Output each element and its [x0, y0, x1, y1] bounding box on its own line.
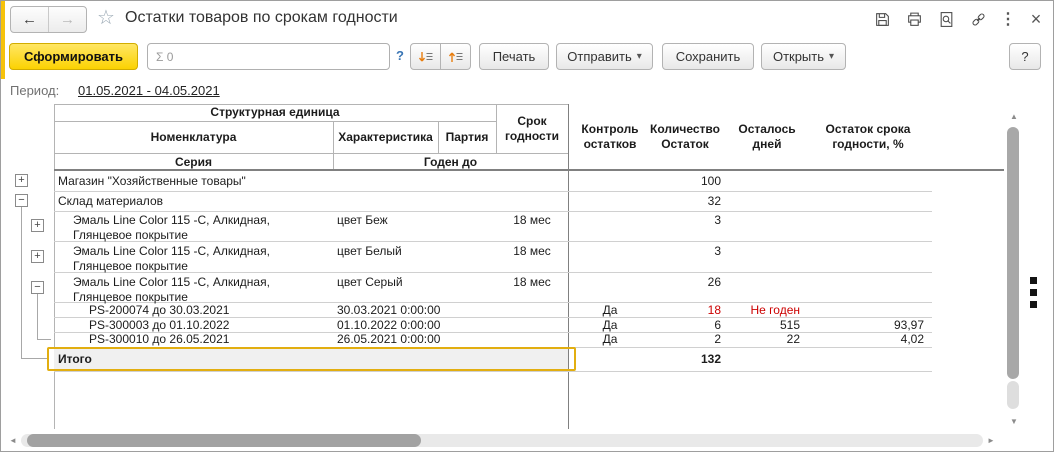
expand-icon[interactable]: + — [31, 250, 44, 263]
scroll-up-icon[interactable]: ▲ — [1010, 112, 1018, 121]
sum-help-link[interactable]: ? — [396, 48, 404, 63]
forward-arrow-icon: → — [60, 11, 75, 28]
collapse-icon[interactable]: − — [31, 281, 44, 294]
header-characteristic: Характеристика — [338, 129, 433, 144]
header-valid-until: Годен до — [423, 154, 478, 169]
series-cell[interactable]: PS-300010 до 26.05.2021 — [89, 332, 230, 346]
header-shelf-life-pct: Остаток срока годности, % — [825, 121, 911, 151]
close-icon[interactable]: × — [1030, 8, 1042, 29]
nomenclature-cell[interactable]: Эмаль Line Color 115 -С, Алкидная, Глянц… — [73, 213, 270, 242]
valid-until-cell[interactable]: 01.10.2022 0:00:00 — [337, 318, 441, 332]
selection-frame — [47, 347, 576, 371]
print-icon[interactable] — [901, 8, 927, 30]
total-quantity-cell[interactable]: 132 — [700, 352, 721, 366]
quantity-cell[interactable]: 26 — [707, 275, 721, 289]
link-icon[interactable] — [965, 8, 991, 30]
quantity-cell[interactable]: 100 — [700, 174, 721, 188]
stock-control-cell[interactable]: Да — [602, 318, 618, 332]
quantity-cell[interactable]: 32 — [707, 194, 721, 208]
expand-icon[interactable]: + — [15, 174, 28, 187]
total-cell-background — [54, 349, 568, 369]
scroll-down-icon[interactable]: ▼ — [1010, 417, 1018, 426]
header-nomenclature: Номенклатура — [150, 129, 237, 144]
back-button[interactable]: ← — [11, 7, 49, 32]
quantity-cell[interactable]: 2 — [714, 332, 721, 346]
days-left-cell[interactable]: Не годен — [750, 303, 801, 317]
header-structural-unit: Структурная единица — [210, 105, 340, 119]
days-left-cell[interactable]: 22 — [786, 332, 800, 346]
chevron-down-icon: ▾ — [829, 51, 835, 62]
vertical-scrollbar-thumb[interactable] — [1007, 127, 1019, 379]
valid-until-cell[interactable]: 26.05.2021 0:00:00 — [337, 332, 441, 346]
generate-button[interactable]: Сформировать — [9, 43, 138, 70]
forward-button[interactable]: → — [49, 7, 86, 32]
header-stock-control: Контроль остатков — [581, 121, 639, 151]
series-cell[interactable]: PS-300003 до 01.10.2022 — [89, 318, 230, 332]
valid-until-cell[interactable]: 30.03.2021 0:00:00 — [337, 303, 441, 317]
quantity-cell[interactable]: 3 — [714, 244, 721, 258]
period-value-link[interactable]: 01.05.2021 - 04.05.2021 — [78, 83, 220, 98]
chevron-down-icon: ▾ — [636, 51, 642, 62]
shelf-life-cell[interactable]: 18 мес — [513, 213, 551, 227]
preview-icon[interactable] — [933, 8, 959, 30]
shelf-life-pct-cell[interactable]: 93,97 — [893, 318, 924, 332]
open-button[interactable]: Открыть ▾ — [761, 43, 846, 70]
scroll-left-icon[interactable]: ◄ — [9, 436, 17, 445]
group-name-cell[interactable]: Склад материалов — [58, 194, 163, 208]
nomenclature-cell[interactable]: Эмаль Line Color 115 -С, Алкидная, Глянц… — [73, 275, 270, 304]
send-button[interactable]: Отправить ▾ — [556, 43, 653, 70]
quick-sum-field[interactable] — [147, 43, 390, 70]
nomenclature-cell[interactable]: Эмаль Line Color 115 -С, Алкидная, Глянц… — [73, 244, 270, 273]
back-arrow-icon: ← — [22, 11, 37, 28]
favorite-star-icon[interactable]: ☆ — [97, 7, 115, 29]
save-icon[interactable] — [869, 8, 895, 30]
expand-groups-icon — [448, 52, 462, 62]
quantity-cell[interactable]: 18 — [707, 303, 721, 317]
collapse-icon[interactable]: − — [15, 194, 28, 207]
scroll-right-icon[interactable]: ► — [987, 436, 995, 445]
more-icon[interactable]: ⋮ — [1000, 11, 1016, 28]
days-left-cell[interactable]: 515 — [779, 318, 800, 332]
send-button-label: Отправить — [567, 49, 632, 64]
shelf-life-cell[interactable]: 18 мес — [513, 244, 551, 258]
series-cell[interactable]: PS-200074 до 30.03.2021 — [89, 303, 230, 317]
header-batch: Партия — [445, 129, 489, 144]
expand-groups-button[interactable] — [440, 43, 471, 70]
characteristic-cell[interactable]: цвет Серый — [337, 275, 403, 289]
characteristic-cell[interactable]: цвет Беж — [337, 213, 388, 227]
page-title: Остатки товаров по срокам годности — [125, 9, 398, 26]
horizontal-scrollbar-thumb[interactable] — [27, 434, 421, 447]
collapse-groups-icon — [418, 51, 432, 61]
print-button[interactable]: Печать — [479, 43, 549, 70]
header-days-left: Осталось дней — [738, 121, 796, 151]
help-button[interactable]: ? — [1009, 43, 1041, 70]
history-nav: ← → — [10, 6, 87, 33]
total-label-cell[interactable]: Итого — [58, 352, 92, 366]
header-quantity: Количество Остаток — [650, 121, 720, 151]
vertical-scrollbar-track[interactable] — [1007, 381, 1019, 409]
quantity-cell[interactable]: 3 — [714, 213, 721, 227]
collapse-groups-button[interactable] — [410, 43, 441, 70]
open-button-label: Открыть — [772, 49, 825, 64]
header-shelf-life: Срок годности — [505, 113, 559, 143]
group-name-cell[interactable]: Магазин "Хозяйственные товары" — [58, 174, 246, 188]
window-accent-stripe — [1, 1, 5, 79]
period-label: Период: — [10, 83, 60, 98]
stock-control-cell[interactable]: Да — [602, 303, 618, 317]
shelf-life-pct-cell[interactable]: 4,02 — [900, 332, 924, 346]
stock-control-cell[interactable]: Да — [602, 332, 618, 346]
quantity-cell[interactable]: 6 — [714, 318, 721, 332]
expand-icon[interactable]: + — [31, 219, 44, 232]
characteristic-cell[interactable]: цвет Белый — [337, 244, 402, 258]
shelf-life-cell[interactable]: 18 мес — [513, 275, 551, 289]
save-report-button[interactable]: Сохранить — [662, 43, 754, 70]
header-series: Серия — [174, 154, 213, 169]
